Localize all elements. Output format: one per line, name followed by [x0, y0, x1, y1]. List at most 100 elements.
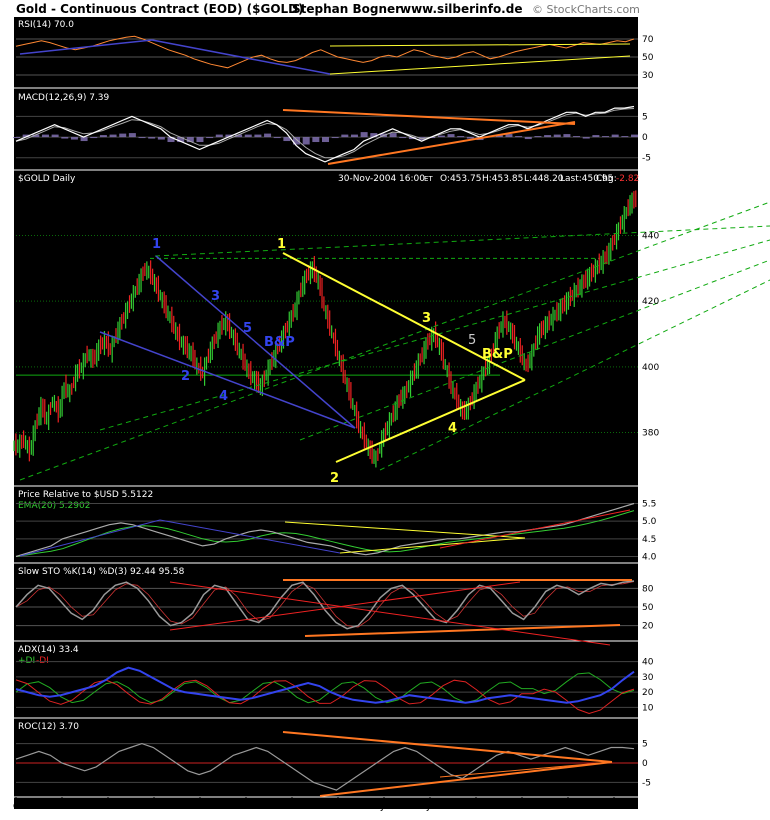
- price-chg-label: Chg:: [596, 174, 617, 184]
- price-date: 30-Nov-2004 16:00: [338, 174, 425, 184]
- macd-line: [15, 105, 635, 163]
- macd-trend-lower: [327, 121, 576, 165]
- macd-histogram-bar: [177, 137, 185, 143]
- adx-ytick: 40: [642, 658, 654, 668]
- slow_sto-ytick: 80: [642, 584, 654, 594]
- macd-histogram-bar: [573, 136, 581, 138]
- macd-histogram-bar: [447, 134, 455, 138]
- roc-trend-upper: [282, 731, 613, 763]
- price_relative-ytick: 5.0: [642, 517, 657, 527]
- bp-blue: B&P: [264, 335, 295, 350]
- macd-histogram-bar: [283, 137, 291, 142]
- price-ytick: 440: [642, 231, 659, 241]
- x-tick-label: S: [519, 802, 525, 812]
- macd-histogram-bar: [399, 137, 407, 139]
- macd-trend-upper: [282, 109, 576, 125]
- roc-ytick: -5: [642, 778, 651, 788]
- roc-ytick: 5: [642, 740, 648, 750]
- pr-trend-red: [439, 509, 631, 549]
- macd-histogram-bar: [544, 135, 552, 138]
- rsi-ytick: 30: [642, 71, 654, 81]
- x-tick-label: N: [59, 802, 66, 812]
- sto-trend-red-2: [169, 581, 521, 631]
- macd-histogram-bar: [350, 134, 358, 138]
- price-chg-value: -2.82: [616, 174, 639, 184]
- macd-histogram-bar: [302, 137, 310, 145]
- macd-ytick: 5: [642, 112, 648, 122]
- macd-histogram-bar: [293, 137, 301, 145]
- macd-histogram-bar: [611, 134, 619, 138]
- price-ytick: 400: [642, 363, 659, 373]
- rsi-trend-blue: [19, 39, 153, 55]
- macd-histogram-bar: [428, 137, 436, 139]
- annotation-layer: 1 2 3 4 5 B&P 1 2 3 4 5 B&P: [19, 39, 770, 797]
- pr-trend-blue: [19, 519, 161, 557]
- adx-label: ADX(14) 33.4: [18, 645, 79, 655]
- macd-histogram-bar: [631, 134, 638, 138]
- roc-line: [15, 742, 635, 791]
- macd-label: MACD(12,26,9) 7.39: [18, 93, 110, 103]
- macd-histogram-bar: [157, 137, 165, 140]
- slow_sto-ytick: 20: [642, 622, 654, 632]
- macd-histogram-bar: [215, 134, 223, 138]
- macd-histogram-bar: [13, 137, 20, 139]
- macd-histogram-bar: [331, 137, 339, 139]
- x-tick-label: A: [289, 802, 296, 812]
- macd-histogram-bar: [196, 137, 204, 143]
- macd-histogram-bar: [61, 137, 69, 139]
- grid-layer: [16, 38, 638, 783]
- macd-histogram-bar: [109, 134, 117, 138]
- x-tick-label: J: [426, 802, 430, 812]
- adx-minus-di-line: [15, 679, 635, 715]
- macd-histogram-bar: [408, 137, 416, 140]
- roc-trend-lower: [319, 761, 613, 797]
- macd-histogram-bar: [80, 137, 88, 142]
- sto-d-line: [15, 581, 635, 628]
- macd-histogram-bar: [312, 137, 320, 143]
- x-tick-label: O: [13, 802, 20, 812]
- rsi-trend-yellow: [329, 55, 631, 75]
- pr-ema-line: [15, 510, 635, 557]
- x-tick-label: J: [380, 802, 384, 812]
- adx-ytick: 30: [642, 673, 654, 683]
- pr-trend-yellow-2: [339, 537, 526, 554]
- pr-label: Price Relative to $USD 5.5122: [18, 490, 153, 500]
- panel-borders: [14, 87, 638, 798]
- wedge-blue-upper: [155, 255, 356, 429]
- rsi-ytick: 50: [642, 53, 654, 63]
- macd-histogram-bar: [32, 134, 40, 138]
- wave-5-small: 5: [468, 333, 476, 348]
- macd-histogram-bar: [206, 137, 214, 139]
- macd-histogram-bar: [495, 135, 503, 138]
- price-ytick: 380: [642, 429, 659, 439]
- macd-histogram-bar: [524, 137, 532, 140]
- macd-histogram-bar: [225, 134, 233, 138]
- macd-histogram-bar: [602, 136, 610, 138]
- site-label: www.silberinfo.de: [400, 2, 522, 16]
- sto-k-line: [15, 580, 635, 630]
- chart-title: Gold - Continuous Contract (EOD) ($GOLD): [16, 2, 304, 16]
- price-last: Last:450.95: [560, 174, 613, 184]
- x-tick-label: N: [611, 802, 618, 812]
- x-tick-label: 04: [151, 802, 163, 812]
- wave-blue-2: 2: [181, 369, 190, 384]
- wedge-blue-lower: [99, 331, 356, 429]
- wave-blue-4: 4: [219, 389, 228, 404]
- wave-yellow-3: 3: [422, 311, 431, 326]
- macd-histogram-bar: [515, 136, 523, 138]
- roc-label: ROC(12) 3.70: [18, 722, 79, 732]
- macd-histogram-bar: [389, 133, 397, 138]
- macd-histogram-bar: [457, 136, 465, 138]
- macd-histogram-bar: [119, 133, 127, 138]
- x-tick-label: A: [473, 802, 480, 812]
- adx-plus-di: +DI: [18, 656, 35, 666]
- x-axis-labels: O N D 04 F M A M J J A S O N: [13, 797, 618, 812]
- adx-ytick: 10: [642, 703, 654, 713]
- price-channels: [19, 201, 770, 481]
- wave-blue-5: 5: [243, 321, 252, 336]
- author-label: Stephan Bogner: [292, 2, 401, 16]
- x-tick-label: M: [335, 802, 343, 812]
- macd-histogram-bar: [582, 137, 590, 139]
- wave-yellow-1: 1: [277, 237, 286, 252]
